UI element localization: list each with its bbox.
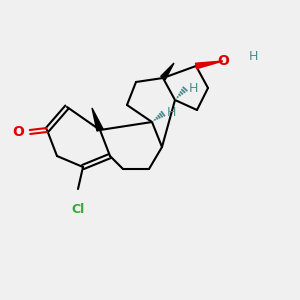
Text: H: H (249, 50, 258, 64)
Polygon shape (161, 63, 174, 80)
Text: H: H (167, 106, 176, 119)
Polygon shape (196, 61, 223, 69)
Polygon shape (92, 108, 103, 131)
Text: Cl: Cl (71, 203, 85, 216)
Text: H: H (189, 82, 198, 94)
Text: O: O (217, 54, 229, 68)
Text: O: O (12, 125, 24, 139)
